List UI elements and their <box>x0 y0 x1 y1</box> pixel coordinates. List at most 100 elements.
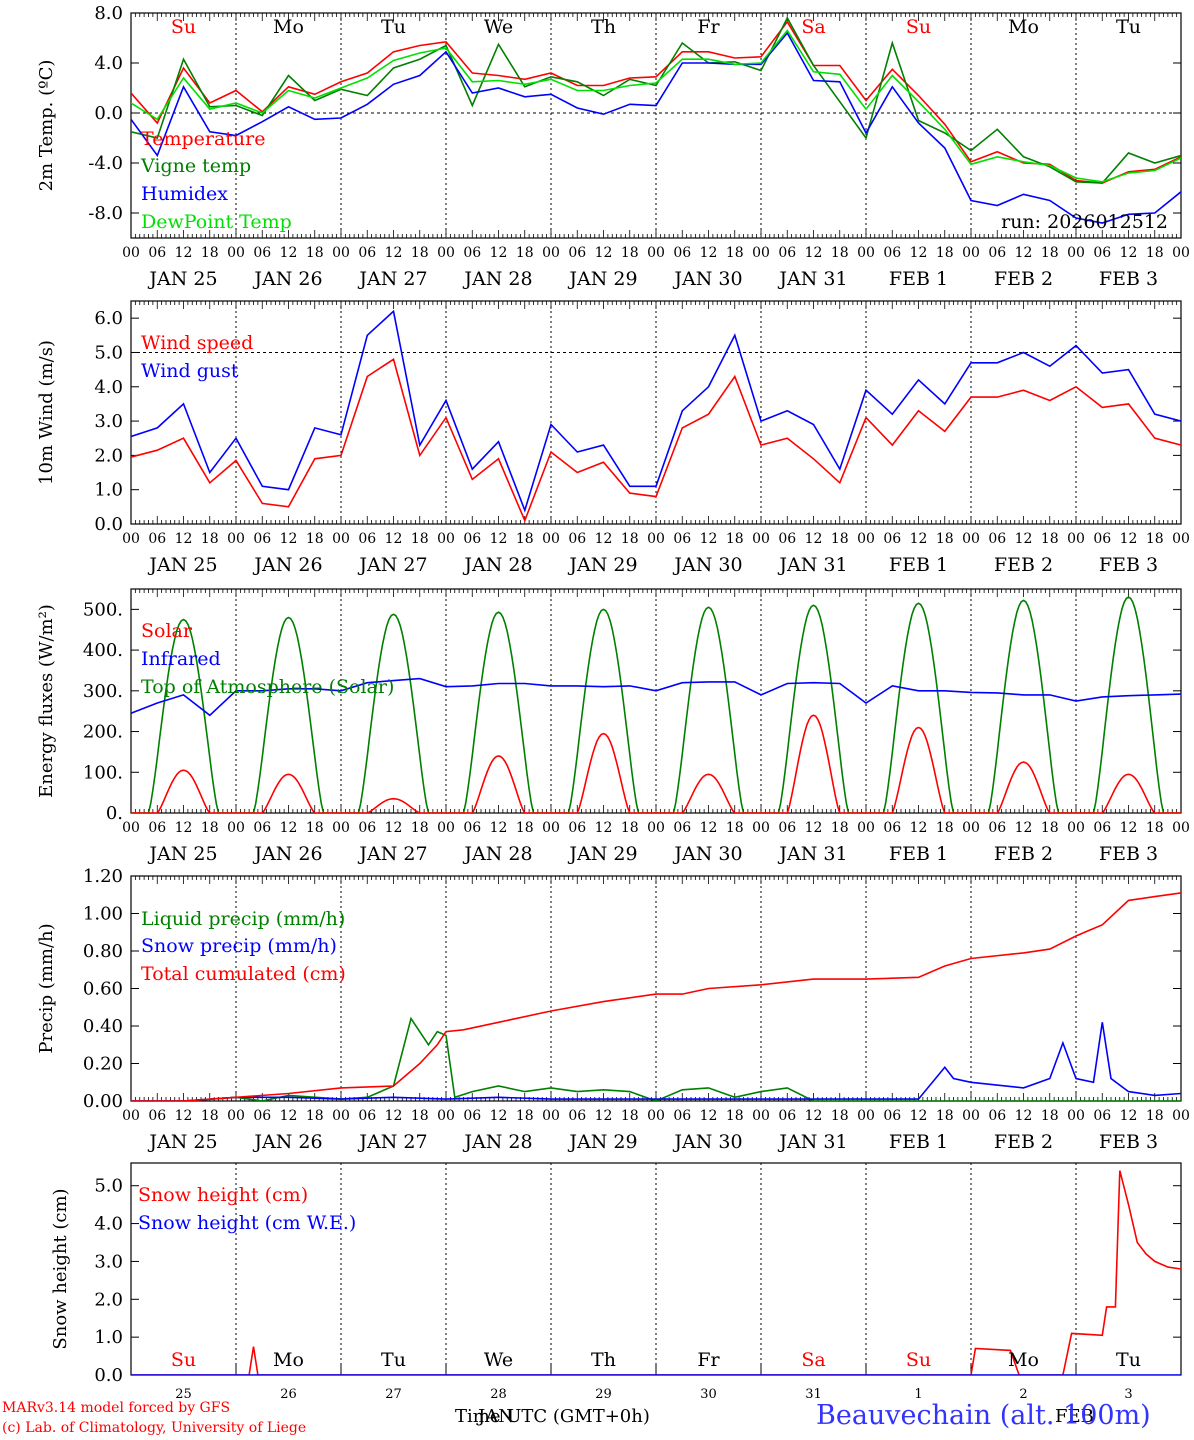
wind-hour-label: 18 <box>831 531 849 547</box>
time-axis-title: Time UTC (GMT+0h) <box>455 1406 650 1427</box>
temp-hour-label: 06 <box>883 245 901 261</box>
energy-hour-label: 18 <box>516 820 534 836</box>
model-credit: MARv3.14 model forced by GFS <box>2 1400 231 1416</box>
precip-hour-label: 00 <box>857 1108 875 1124</box>
snow-height-panel: 0.0 1.0 2.0 3.0 4.0 5.0 Snow height (cm) Snow h… <box>50 1162 1182 1402</box>
temp-ytick-label: 0.0 <box>94 103 123 124</box>
precip-hour-label: 06 <box>778 1108 796 1124</box>
energy-hour-label: 18 <box>306 820 324 836</box>
wind-date-label: JAN 31 <box>777 554 847 576</box>
energy-hour-label: 06 <box>673 820 691 836</box>
snow-day-number: 25 <box>175 1387 192 1402</box>
wind-hour-label: 00 <box>332 531 350 547</box>
energy-flux-panel: 0. 100. 200. 300. 400. 500. Energy fluxes (W/m… <box>36 588 1190 865</box>
wind-hour-label: 00 <box>647 531 665 547</box>
temp-hour-label: 06 <box>148 245 166 261</box>
wind-hour-label: 18 <box>411 531 429 547</box>
wind-hour-label: 12 <box>175 531 193 547</box>
temp-hour-label: 00 <box>1172 245 1190 261</box>
precip-hour-label: 00 <box>962 1108 980 1124</box>
precip-ytick-label: 0.60 <box>83 979 123 1000</box>
precip-ytick-label: 0.40 <box>83 1016 123 1037</box>
temp-hour-label: 18 <box>726 245 744 261</box>
energy-hour-label: 06 <box>253 820 271 836</box>
snow-day-number: 2 <box>1019 1387 1027 1402</box>
energy-hour-label: 12 <box>805 820 823 836</box>
temp-day-name: Th <box>591 16 616 38</box>
solar-line <box>131 714 1181 813</box>
temp-day-name: Tu <box>381 16 406 38</box>
temp-day-name: Su <box>906 16 931 38</box>
temp-hour-label: 12 <box>280 245 298 261</box>
wind-hour-label: 06 <box>1093 531 1111 547</box>
wind-series-wind-speed <box>131 358 1181 523</box>
energy-hour-label: 00 <box>1172 820 1190 836</box>
temp-ytick-label: 8.0 <box>94 3 123 24</box>
temp-date-label: FEB 2 <box>994 268 1053 290</box>
temp-hour-label: 18 <box>621 245 639 261</box>
temp-legend-3: DewPoint Temp <box>141 211 292 233</box>
wind-date-label: FEB 3 <box>1099 554 1158 576</box>
temp-date-label: JAN 27 <box>357 268 427 290</box>
temp-date-label: JAN 30 <box>672 268 742 290</box>
snow-day-number: 27 <box>385 1387 402 1402</box>
wind-date-label: FEB 1 <box>889 554 948 576</box>
temp-hour-label: 18 <box>1041 245 1059 261</box>
wind-hour-label: 18 <box>621 531 639 547</box>
wind-hour-label: 00 <box>227 531 245 547</box>
temp-date-label: FEB 3 <box>1099 268 1158 290</box>
wind-hour-label: 12 <box>1120 531 1138 547</box>
snow-ytick-label: 2.0 <box>94 1289 123 1310</box>
wind-hour-label: 12 <box>385 531 403 547</box>
temp-series-humidex <box>131 31 1181 224</box>
precip-date-label: JAN 30 <box>672 1131 742 1153</box>
precip-hour-label: 18 <box>936 1108 954 1124</box>
energy-hour-label: 18 <box>621 820 639 836</box>
precip-hour-label: 12 <box>910 1108 928 1124</box>
temp-hour-label: 12 <box>175 245 193 261</box>
energy-date-label: JAN 27 <box>357 843 427 865</box>
wind-hour-label: 06 <box>988 531 1006 547</box>
snow-day-number: 1 <box>914 1387 922 1402</box>
energy-hour-label: 06 <box>463 820 481 836</box>
energy-hour-label: 18 <box>831 820 849 836</box>
temp-hour-label: 12 <box>595 245 613 261</box>
precip-hour-label: 00 <box>122 1108 140 1124</box>
temp-hour-label: 18 <box>1146 245 1164 261</box>
wind-ytick-label: 1.0 <box>94 480 123 501</box>
precip-hour-label: 12 <box>175 1108 193 1124</box>
temp-hour-label: 00 <box>1067 245 1085 261</box>
energy-ytick-label: 300. <box>83 681 123 702</box>
precip-hour-label: 12 <box>385 1108 403 1124</box>
precip-series-liquid-precip-mm-h <box>131 1016 1181 1101</box>
temp-hour-label: 00 <box>962 245 980 261</box>
precip-hour-label: 18 <box>516 1108 534 1124</box>
temp-hour-label: 00 <box>542 245 560 261</box>
precip-hour-label: 12 <box>1015 1108 1033 1124</box>
temp-hour-label: 12 <box>805 245 823 261</box>
snow-day-name: Tu <box>1116 1349 1141 1371</box>
energy-date-label: FEB 1 <box>889 843 948 865</box>
snow-ytick-label: 1.0 <box>94 1327 123 1348</box>
snow-day-number: 3 <box>1124 1387 1132 1402</box>
temp-hour-label: 00 <box>122 245 140 261</box>
energy-hour-label: 18 <box>411 820 429 836</box>
temp-hour-label: 12 <box>385 245 403 261</box>
snow-day-name: Tu <box>381 1349 406 1371</box>
energy-hour-label: 12 <box>700 820 718 836</box>
precip-ytick-label: 1.20 <box>83 866 123 887</box>
wind-ytick-label: 5.0 <box>94 342 123 363</box>
wind-ytick-label: 2.0 <box>94 445 123 466</box>
wind-date-label: JAN 26 <box>252 554 322 576</box>
temp-hour-label: 06 <box>673 245 691 261</box>
energy-hour-label: 12 <box>385 820 403 836</box>
energy-hour-label: 06 <box>148 820 166 836</box>
temp-hour-label: 00 <box>437 245 455 261</box>
precip-hour-label: 18 <box>306 1108 324 1124</box>
temp-legend-1: Vigne temp <box>140 155 251 177</box>
precip-hour-label: 06 <box>1093 1108 1111 1124</box>
temp-hour-label: 18 <box>831 245 849 261</box>
snow-day-name: Fr <box>697 1349 720 1371</box>
precip-ytick-label: 0.80 <box>83 941 123 962</box>
energy-hour-label: 00 <box>332 820 350 836</box>
